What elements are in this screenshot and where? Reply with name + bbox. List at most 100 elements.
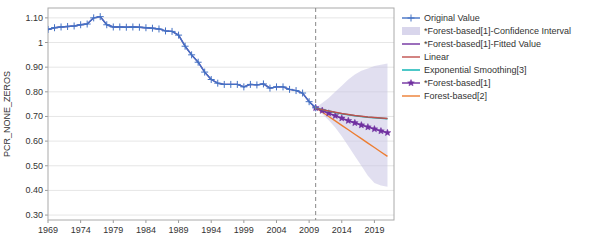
marker [240, 83, 247, 90]
legend-swatch [402, 56, 420, 57]
marker [188, 51, 195, 58]
marker [247, 81, 254, 88]
marker [64, 23, 71, 30]
marker [365, 124, 372, 130]
marker [345, 117, 352, 123]
chart: 0.300.400.500.600.700.800.9011.101969197… [0, 0, 600, 241]
legend-swatch [402, 69, 420, 70]
tick-label: 1974 [71, 225, 91, 235]
marker [266, 85, 273, 92]
tick-label: 1 [38, 38, 43, 48]
grid-line [48, 141, 394, 142]
tick-label: 1979 [103, 225, 123, 235]
legend-label: Forest-based[2] [424, 91, 487, 101]
marker [175, 32, 182, 39]
marker [155, 25, 162, 32]
tick-label: 2014 [332, 225, 352, 235]
marker [142, 24, 149, 31]
grid-line [48, 190, 394, 191]
marker [110, 23, 117, 30]
marker [129, 23, 136, 30]
marker [201, 69, 208, 76]
marker [97, 13, 104, 20]
tick-label: 1969 [38, 225, 58, 235]
marker [273, 83, 280, 90]
marker [71, 22, 78, 29]
marker [408, 80, 415, 86]
marker [149, 25, 156, 32]
marker [214, 80, 221, 87]
tick-label: 1994 [201, 225, 221, 235]
series-line [48, 17, 316, 108]
tick-label: 0.70 [25, 111, 43, 121]
marker [306, 98, 313, 105]
legend-label: *Forest-based[1]-Confidence Interval [424, 26, 571, 36]
legend-label: *Forest-based[1]-Fitted Value [424, 39, 541, 49]
series-line [316, 108, 388, 157]
grid-line [48, 42, 394, 43]
legend-swatch [402, 95, 420, 96]
marker [103, 21, 110, 28]
marker [286, 86, 293, 93]
marker [221, 81, 228, 88]
marker [51, 24, 58, 31]
series-line [48, 17, 316, 108]
tick-label: 1984 [136, 225, 156, 235]
grid-line [48, 165, 394, 166]
marker [378, 128, 385, 134]
marker [195, 59, 202, 66]
series-line [316, 108, 388, 133]
marker [58, 23, 65, 30]
marker [384, 129, 391, 135]
marker [77, 21, 84, 28]
tick-label: 0.90 [25, 62, 43, 72]
marker [116, 23, 123, 30]
marker [338, 115, 345, 121]
grid-line [48, 215, 394, 216]
marker [299, 90, 306, 97]
marker [84, 21, 91, 28]
tick-label: 2019 [364, 225, 384, 235]
marker [260, 80, 267, 87]
marker [371, 126, 378, 132]
legend-label: Linear [424, 52, 449, 62]
legend: Original Value *Forest-based[1]-Confidenc… [402, 13, 571, 101]
marker [208, 76, 215, 83]
series-line [316, 108, 388, 119]
legend-label: Original Value [424, 13, 480, 23]
marker [48, 26, 52, 33]
marker [253, 81, 260, 88]
marker [227, 81, 234, 88]
legend-label: *Forest-based[1] [424, 78, 491, 88]
marker [408, 15, 415, 22]
tick-label: 1999 [234, 225, 254, 235]
marker [358, 122, 365, 128]
marker [293, 87, 300, 94]
plot-background [48, 8, 394, 220]
marker [234, 81, 241, 88]
split-line [315, 8, 316, 220]
confidence-band [316, 63, 388, 186]
tick-label: 0.60 [25, 136, 43, 146]
tick-label: 2004 [266, 225, 286, 235]
legend-swatch [402, 27, 420, 35]
grid-line [48, 67, 394, 68]
marker [182, 43, 189, 50]
legend-label: Exponential Smoothing[3] [424, 65, 527, 75]
marker [352, 119, 359, 125]
marker [280, 83, 287, 90]
plot-frame [48, 8, 394, 220]
plot-area [48, 8, 391, 220]
tick-label: 1989 [169, 225, 189, 235]
tick-label: 0.80 [25, 87, 43, 97]
marker [90, 14, 97, 21]
series-line [316, 108, 388, 119]
marker [169, 28, 176, 35]
y-axis-label: PCR_NONE_ZEROS [2, 71, 12, 157]
marker [162, 27, 169, 34]
legend-swatch [402, 43, 420, 44]
tick-label: 0.40 [25, 185, 43, 195]
tick-label: 2009 [299, 225, 319, 235]
marker [136, 24, 143, 31]
tick-label: 1.10 [25, 13, 43, 23]
